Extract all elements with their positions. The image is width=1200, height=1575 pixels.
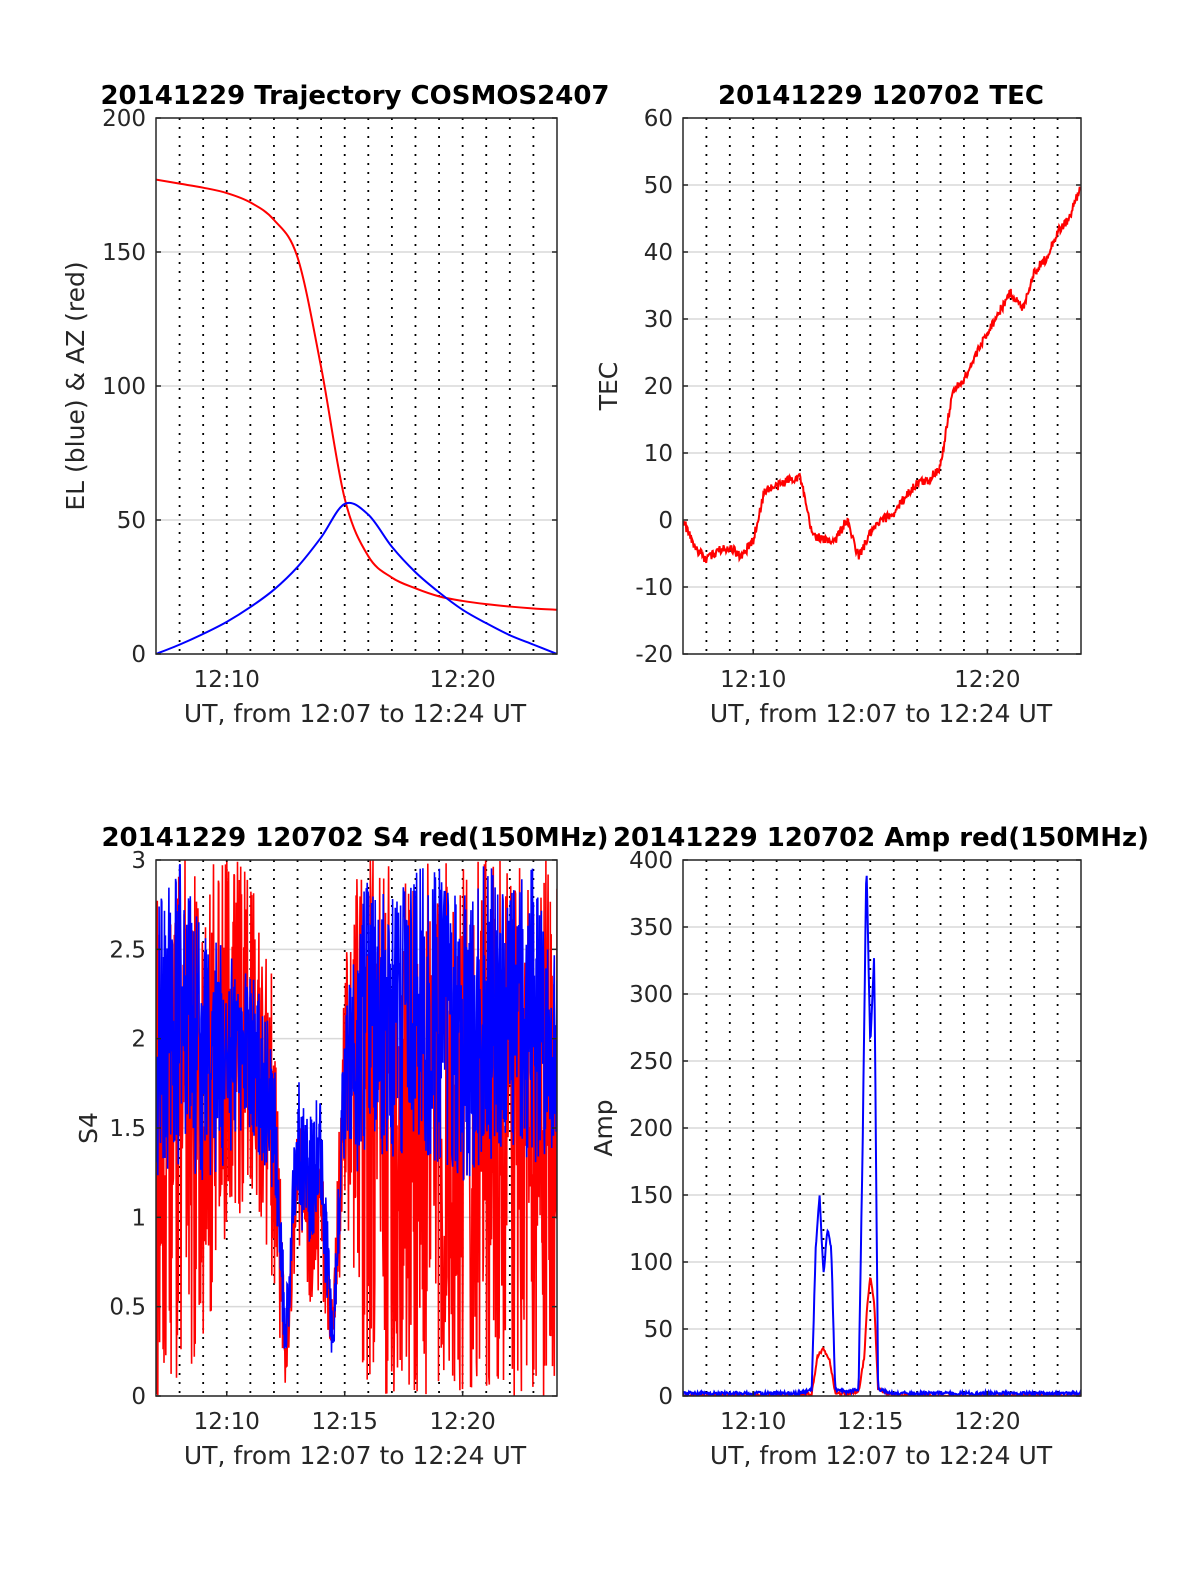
tec-xlabel: UT, from 12:07 to 12:24 UT xyxy=(710,699,1053,728)
y-tick-label: 200 xyxy=(629,1116,673,1142)
s4-xlabel: UT, from 12:07 to 12:24 UT xyxy=(184,1441,527,1470)
y-tick-label: 0 xyxy=(131,642,146,668)
tec-panel: 20141229 120702 TEC UT, from 12:07 to 12… xyxy=(594,81,1082,728)
amp-xlabel: UT, from 12:07 to 12:24 UT xyxy=(710,1441,1053,1470)
y-tick-label: 0 xyxy=(658,508,673,534)
tec-title: 20141229 120702 TEC xyxy=(718,81,1044,111)
series-group xyxy=(156,178,557,654)
blue-series-line xyxy=(156,863,557,1353)
trajectory-ylabel: EL (blue) & AZ (red) xyxy=(61,261,90,510)
series-group xyxy=(683,875,1081,1396)
trajectory-title: 20141229 Trajectory COSMOS2407 xyxy=(100,81,609,111)
s4-title: 20141229 120702 S4 red(150MHz) xyxy=(101,823,608,853)
amp-panel: 20141229 120702 Amp red(150MHz) UT, from… xyxy=(589,823,1149,1470)
y-tick-label: 350 xyxy=(629,915,673,941)
y-tick-label: 50 xyxy=(117,508,146,534)
red-series-line xyxy=(156,178,557,611)
y-tick-label: 100 xyxy=(629,1250,673,1276)
y-tick-label: 60 xyxy=(644,106,673,132)
blue-series-line xyxy=(156,501,557,654)
s4-ylabel: S4 xyxy=(74,1112,103,1144)
y-tick-label: 0.5 xyxy=(109,1295,146,1321)
red-series-line xyxy=(683,186,1081,564)
y-tick-label: 1 xyxy=(131,1205,146,1231)
tec-ylabel: TEC xyxy=(594,362,623,412)
x-tick-label: 12:10 xyxy=(194,1409,260,1435)
y-tick-label: 3 xyxy=(131,848,146,874)
y-tick-label: 1.5 xyxy=(109,1116,146,1142)
y-tick-label: 150 xyxy=(102,240,146,266)
x-tick-label: 12:10 xyxy=(720,667,786,693)
y-tick-label: 300 xyxy=(629,982,673,1008)
x-tick-label: 12:10 xyxy=(720,1409,786,1435)
x-tick-label: 12:15 xyxy=(837,1409,903,1435)
y-tick-label: 0 xyxy=(658,1384,673,1410)
y-tick-label: 200 xyxy=(102,106,146,132)
x-tick-label: 12:20 xyxy=(429,1409,495,1435)
x-tick-label: 12:15 xyxy=(312,1409,378,1435)
y-tick-label: 2 xyxy=(131,1027,146,1053)
y-tick-label: 50 xyxy=(644,173,673,199)
series-group xyxy=(683,186,1081,564)
y-tick-label: -10 xyxy=(635,575,673,601)
trajectory-panel: 20141229 Trajectory COSMOS2407 UT, from … xyxy=(61,81,610,728)
y-tick-label: 50 xyxy=(644,1317,673,1343)
y-tick-label: 40 xyxy=(644,240,673,266)
series-group xyxy=(156,860,557,1396)
red-series-line xyxy=(683,1277,1081,1396)
x-tick-label: 12:10 xyxy=(194,667,260,693)
y-tick-label: 0 xyxy=(131,1384,146,1410)
y-tick-label: 250 xyxy=(629,1049,673,1075)
y-tick-label: -20 xyxy=(635,642,673,668)
x-tick-label: 12:20 xyxy=(954,667,1020,693)
s4-panel: 20141229 120702 S4 red(150MHz) UT, from … xyxy=(74,823,609,1470)
amp-title: 20141229 120702 Amp red(150MHz) xyxy=(613,823,1149,853)
y-tick-label: 400 xyxy=(629,848,673,874)
blue-series-line xyxy=(683,875,1081,1396)
amp-ylabel: Amp xyxy=(589,1099,618,1156)
x-tick-label: 12:20 xyxy=(429,667,495,693)
y-tick-label: 10 xyxy=(644,441,673,467)
y-tick-label: 2.5 xyxy=(109,937,146,963)
y-tick-label: 150 xyxy=(629,1183,673,1209)
x-tick-label: 12:20 xyxy=(954,1409,1020,1435)
y-tick-label: 20 xyxy=(644,374,673,400)
trajectory-xlabel: UT, from 12:07 to 12:24 UT xyxy=(184,699,527,728)
y-tick-label: 30 xyxy=(644,307,673,333)
y-tick-label: 100 xyxy=(102,374,146,400)
